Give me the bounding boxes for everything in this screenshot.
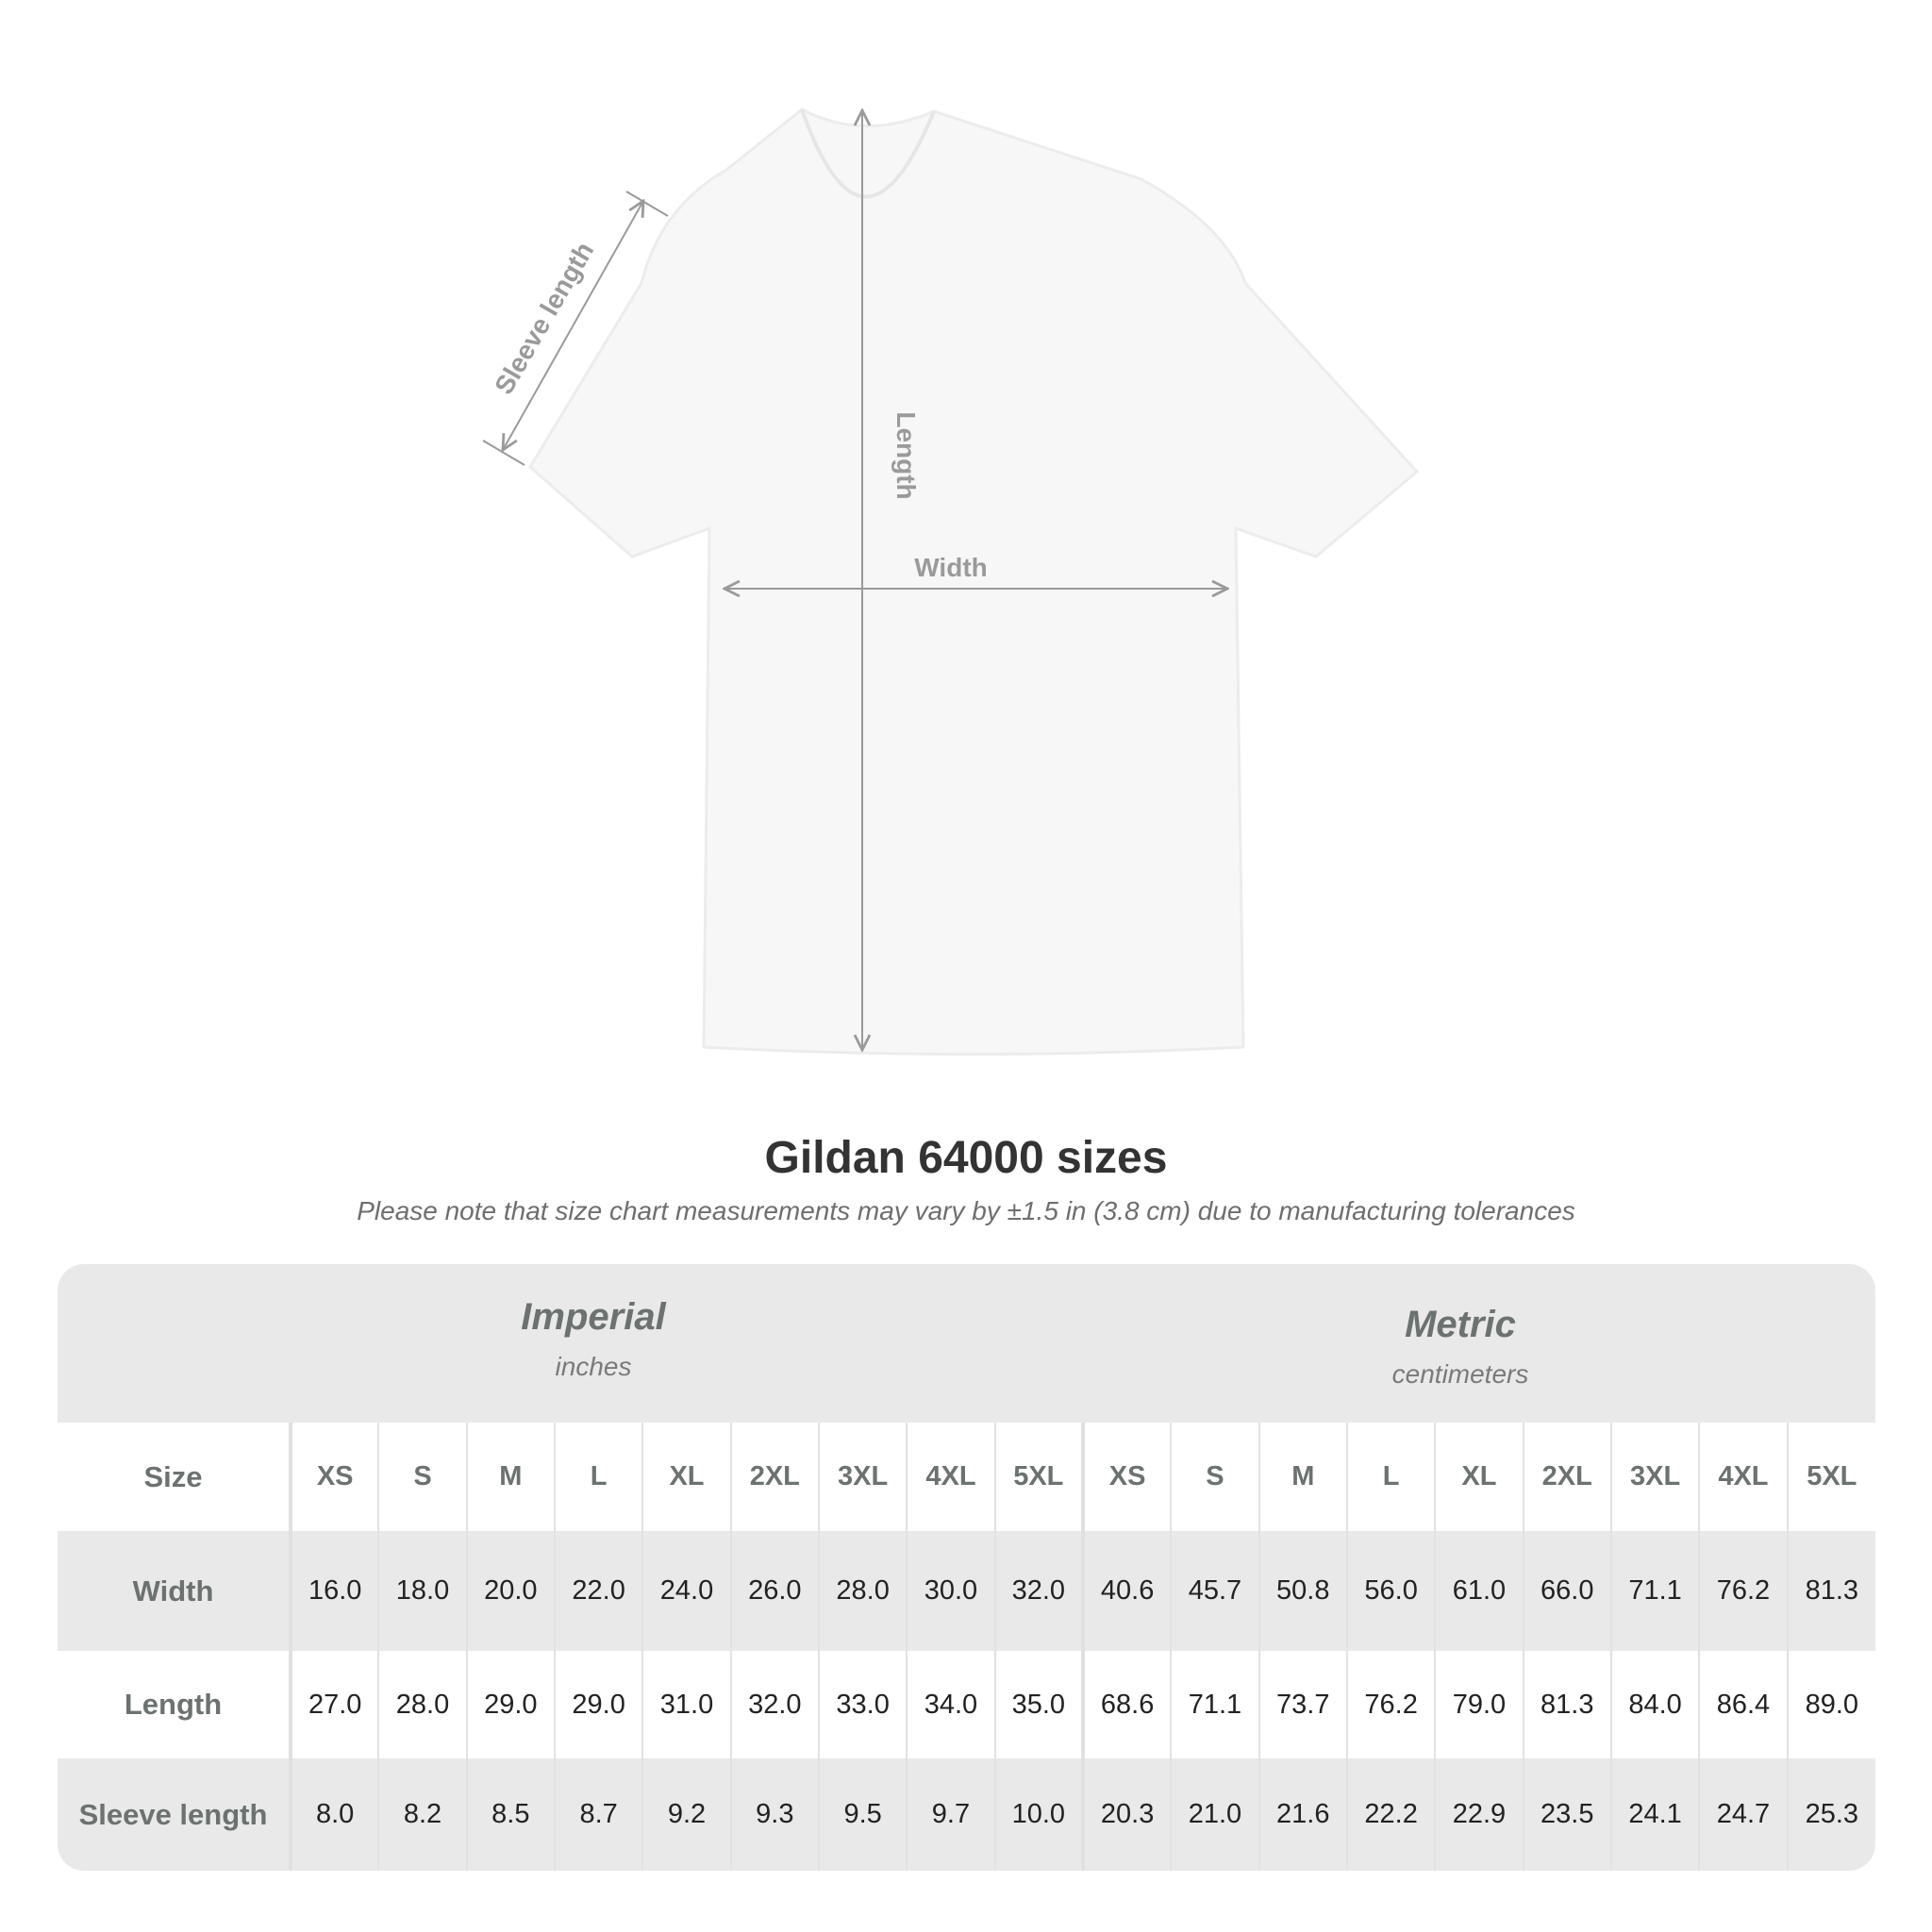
size-header-cell: XL — [1434, 1423, 1524, 1531]
row-label: Length — [58, 1651, 292, 1758]
measurement-cell: 89.0 — [1786, 1651, 1875, 1758]
measurement-cell: 22.0 — [553, 1531, 643, 1651]
measurement-cell: 29.0 — [553, 1651, 643, 1758]
measurement-cell: 8.5 — [465, 1758, 555, 1871]
measurement-cell: 9.7 — [906, 1758, 995, 1871]
measurement-cell: 8.7 — [553, 1758, 643, 1871]
tolerance-note: Please note that size chart measurements… — [357, 1196, 1575, 1225]
size-header-cell: XL — [641, 1423, 731, 1531]
measurement-cell: 24.1 — [1609, 1758, 1700, 1871]
measurement-cell: 81.3 — [1786, 1531, 1875, 1651]
row-label: Sleeve length — [58, 1758, 292, 1871]
size-header-cell: 3XL — [1609, 1423, 1700, 1531]
size-header-cell: L — [1345, 1423, 1436, 1531]
measurement-cell: 9.3 — [729, 1758, 819, 1871]
size-label: Size — [58, 1423, 292, 1531]
measurement-cell: 79.0 — [1434, 1651, 1524, 1758]
size-header-cell: 5XL — [1786, 1423, 1875, 1531]
imperial-title: Imperial — [521, 1296, 666, 1338]
size-header-cell: 4XL — [906, 1423, 995, 1531]
measurement-cell: 45.7 — [1170, 1531, 1259, 1651]
measurement-cell: 71.1 — [1609, 1531, 1700, 1651]
size-header-cell: 2XL — [729, 1423, 819, 1531]
measurement-cell: 35.0 — [993, 1651, 1083, 1758]
measurement-cell: 76.2 — [1698, 1531, 1788, 1651]
size-header-cell: L — [553, 1423, 643, 1531]
measurement-cell: 22.2 — [1345, 1758, 1436, 1871]
measurement-cell: 21.0 — [1170, 1758, 1259, 1871]
length-label: Length — [891, 411, 921, 499]
imperial-header: Imperial inches — [310, 1296, 876, 1382]
measurement-cell: 25.3 — [1786, 1758, 1875, 1871]
size-table: Size XS S M L XL 2XL 3XL 4XL 5XL XS S M L XL 2XL 3XL 4XL 5… — [58, 1423, 1875, 1871]
measurement-cell: 22.9 — [1434, 1758, 1524, 1871]
measurement-cell: 32.0 — [729, 1651, 819, 1758]
size-header-cell: 2XL — [1522, 1423, 1611, 1531]
size-header-cell: 4XL — [1698, 1423, 1788, 1531]
measurement-cell: 9.5 — [817, 1758, 908, 1871]
sleeve-length-label: Sleeve length — [489, 237, 599, 399]
measurement-cell: 27.0 — [289, 1651, 379, 1758]
measurement-cell: 61.0 — [1434, 1531, 1524, 1651]
row-label: Width — [58, 1531, 292, 1651]
size-table-panel: Imperial inches Metric centimeters Size X… — [58, 1264, 1875, 1871]
measurement-cell: 40.6 — [1080, 1531, 1172, 1651]
table-row: Sleeve length 8.0 8.2 8.5 8.7 9.2 9.3 9.5 9.7 10.… — [58, 1758, 1875, 1871]
tshirt-diagram: Length Width Sleeve length — [482, 108, 1420, 1056]
measurement-cell: 31.0 — [641, 1651, 731, 1758]
table-row: Width 16.0 18.0 20.0 22.0 24.0 26.0 28.0 30.0 32.… — [58, 1531, 1875, 1651]
table-row: Length 27.0 28.0 29.0 29.0 31.0 32.0 33.0 34.0 35… — [58, 1651, 1875, 1758]
metric-header: Metric centimeters — [1177, 1304, 1743, 1390]
metric-title: Metric — [1405, 1304, 1516, 1345]
measurement-cell: 33.0 — [817, 1651, 908, 1758]
measurement-cell: 86.4 — [1698, 1651, 1788, 1758]
measurement-cell: 16.0 — [289, 1531, 379, 1651]
size-header-cell: 3XL — [817, 1423, 908, 1531]
measurement-cell: 34.0 — [906, 1651, 995, 1758]
measurement-cell: 71.1 — [1170, 1651, 1259, 1758]
measurement-cell: 84.0 — [1609, 1651, 1700, 1758]
width-label: Width — [914, 553, 988, 582]
measurement-cell: 73.7 — [1257, 1651, 1347, 1758]
size-header-cell: XS — [289, 1423, 379, 1531]
measurement-cell: 30.0 — [906, 1531, 995, 1651]
measurement-cell: 76.2 — [1345, 1651, 1436, 1758]
size-header-cell: 5XL — [993, 1423, 1083, 1531]
measurement-cell: 10.0 — [993, 1758, 1083, 1871]
metric-unit: centimeters — [1391, 1359, 1529, 1389]
measurement-cell: 28.0 — [817, 1531, 908, 1651]
imperial-unit: inches — [555, 1352, 632, 1381]
measurement-cell: 28.0 — [377, 1651, 467, 1758]
measurement-cell: 24.7 — [1698, 1758, 1788, 1871]
measurement-cell: 24.0 — [641, 1531, 731, 1651]
measurement-cell: 68.6 — [1080, 1651, 1172, 1758]
sleeve-arrow — [503, 201, 643, 450]
measurement-cell: 18.0 — [377, 1531, 467, 1651]
size-header-cell: M — [465, 1423, 555, 1531]
measurement-cell: 8.2 — [377, 1758, 467, 1871]
measurement-cell: 50.8 — [1257, 1531, 1347, 1651]
unit-header-band — [58, 1264, 1875, 1423]
measurement-cell: 20.0 — [465, 1531, 555, 1651]
size-header-cell: XS — [1080, 1423, 1172, 1531]
measurement-cell: 20.3 — [1080, 1758, 1172, 1871]
measurement-cell: 21.6 — [1257, 1758, 1347, 1871]
page-title: Gildan 64000 sizes — [764, 1133, 1168, 1183]
size-header-row: Size XS S M L XL 2XL 3XL 4XL 5XL XS S M L XL 2XL 3XL 4XL 5… — [58, 1423, 1875, 1531]
measurement-cell: 9.2 — [641, 1758, 731, 1871]
size-header-cell: S — [1170, 1423, 1259, 1531]
measurement-cell: 23.5 — [1522, 1758, 1611, 1871]
measurement-cell: 29.0 — [465, 1651, 555, 1758]
measurement-cell: 26.0 — [729, 1531, 819, 1651]
measurement-cell: 8.0 — [289, 1758, 379, 1871]
measurement-cell: 66.0 — [1522, 1531, 1611, 1651]
size-header-cell: S — [377, 1423, 467, 1531]
size-header-cell: M — [1257, 1423, 1347, 1531]
measurement-cell: 56.0 — [1345, 1531, 1436, 1651]
measurement-cell: 81.3 — [1522, 1651, 1611, 1758]
measurement-cell: 32.0 — [993, 1531, 1083, 1651]
